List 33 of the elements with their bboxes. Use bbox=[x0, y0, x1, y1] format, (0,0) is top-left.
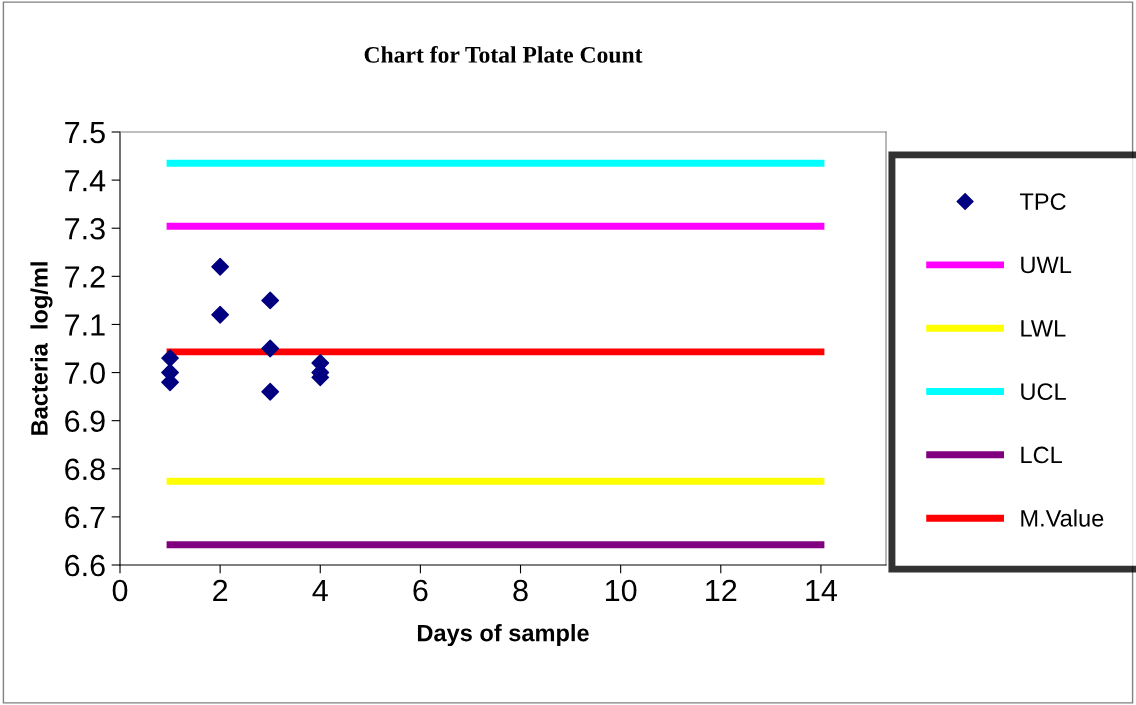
y-tick-label: 7.0 bbox=[65, 362, 105, 384]
point bbox=[261, 291, 280, 310]
x-tick-label: 6 bbox=[413, 579, 428, 602]
point bbox=[261, 382, 280, 401]
point bbox=[161, 349, 179, 368]
y-axis-title: Bacteria log/ml bbox=[30, 262, 53, 435]
x-tick-label: 14 bbox=[806, 580, 838, 602]
y-tick-label: 7.3 bbox=[65, 217, 105, 240]
y-tick-label: 6.7 bbox=[65, 506, 105, 529]
y-tick-label: 7.4 bbox=[65, 170, 106, 192]
legend-label: M.Value bbox=[1021, 509, 1104, 527]
x-axis-title: Days of sample bbox=[417, 624, 589, 647]
legend-label: TPC bbox=[1019, 193, 1066, 211]
y-tick-label: 7.5 bbox=[65, 122, 105, 144]
x-tick-label: 0 bbox=[112, 579, 128, 602]
x-tick-label: 12 bbox=[706, 579, 737, 602]
legend-label: UWL bbox=[1021, 256, 1072, 274]
x-tick-label: 4 bbox=[312, 580, 328, 602]
y-tick-label: 7.1 bbox=[65, 314, 105, 336]
point bbox=[211, 305, 230, 324]
y-tick-label: 6.8 bbox=[65, 458, 105, 481]
point bbox=[211, 257, 230, 276]
x-tick-label: 10 bbox=[605, 579, 637, 602]
y-tick-label: 7.2 bbox=[65, 266, 105, 288]
legend-label: LCL bbox=[1021, 446, 1062, 464]
x-tick-label: 2 bbox=[213, 579, 228, 602]
y-tick-label: 6.9 bbox=[65, 410, 105, 433]
chart-title: Chart for Total Plate Count bbox=[364, 45, 643, 63]
point bbox=[261, 339, 280, 358]
legend-label: UCL bbox=[1021, 383, 1066, 400]
y-tick-label: 6.6 bbox=[65, 554, 105, 577]
legend-label: LWL bbox=[1021, 320, 1066, 337]
x-tick-label: 8 bbox=[513, 579, 528, 602]
